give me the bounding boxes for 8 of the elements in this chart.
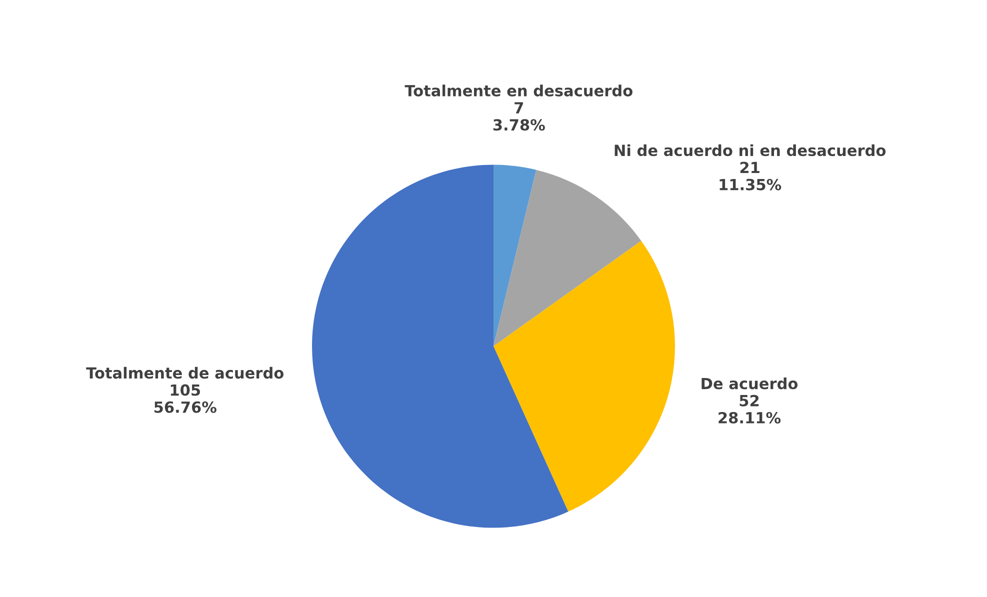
slice-label: Ni de acuerdo ni en desacuerdo xyxy=(614,144,886,156)
slice-label: De acuerdo xyxy=(702,377,798,390)
data-label: 105 56.76% xyxy=(154,384,216,413)
data-label: 21 11.35% xyxy=(720,162,782,190)
slice-label: Totalmente en desacuerdo xyxy=(404,84,632,96)
data-label: 52 28.11% xyxy=(718,394,781,424)
data-label: 7 3.78% xyxy=(493,102,545,131)
slice-label: Totalmente de acuerdo xyxy=(86,366,284,379)
